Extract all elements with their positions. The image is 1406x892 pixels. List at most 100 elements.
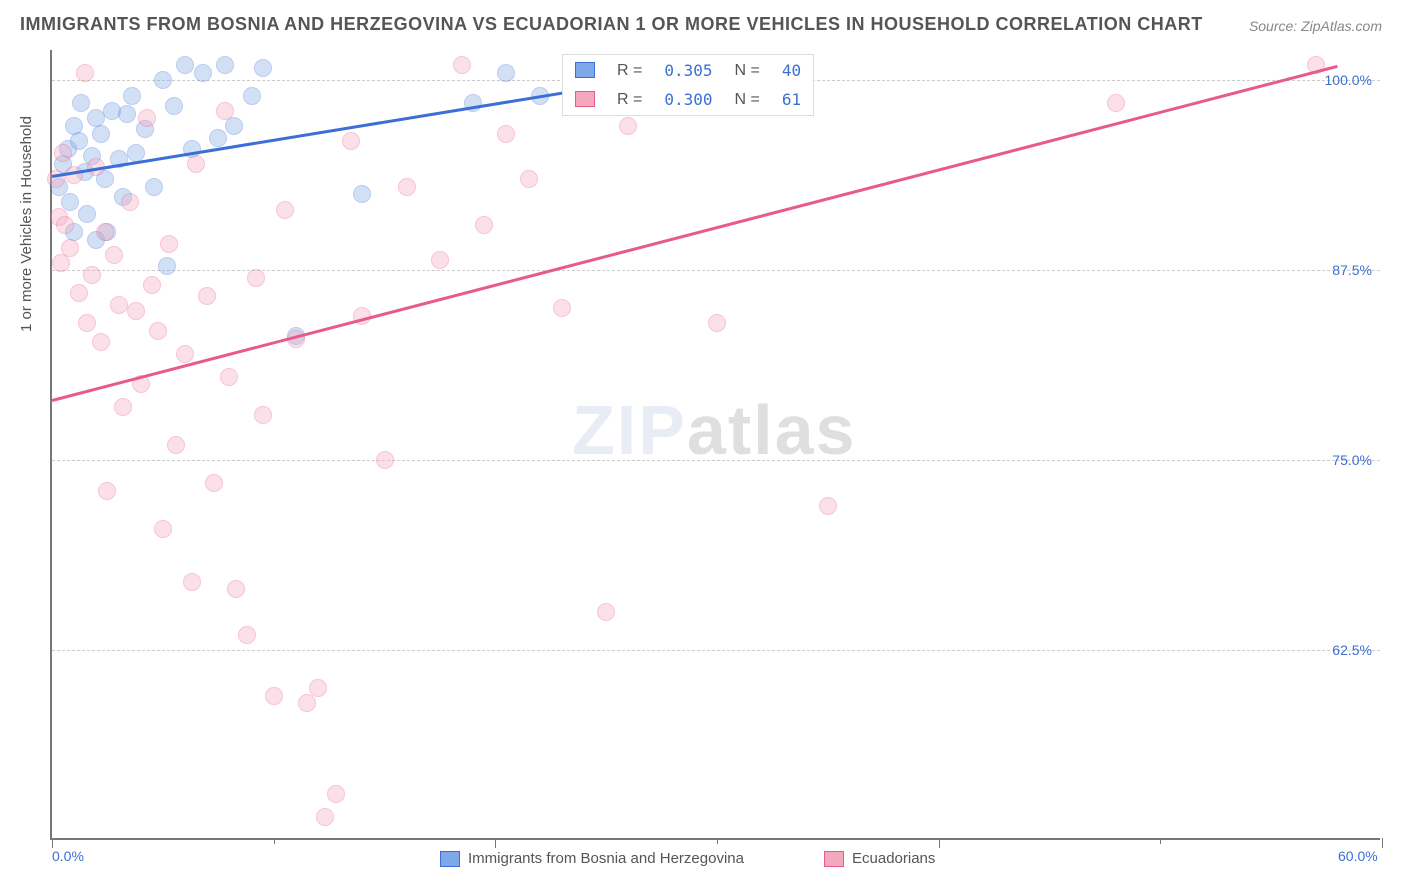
y-axis-title: 1 or more Vehicles in Household bbox=[18, 116, 35, 332]
scatter-point bbox=[819, 497, 837, 515]
scatter-point bbox=[160, 235, 178, 253]
scatter-point bbox=[72, 94, 90, 112]
source-label: Source: ZipAtlas.com bbox=[1249, 18, 1382, 34]
scatter-point bbox=[145, 178, 163, 196]
series-legend-item: Immigrants from Bosnia and Herzegovina bbox=[440, 850, 744, 867]
scatter-point bbox=[138, 109, 156, 127]
scatter-point bbox=[431, 251, 449, 269]
scatter-point bbox=[353, 185, 371, 203]
scatter-point bbox=[342, 132, 360, 150]
stats-legend: R =0.305N =40R =0.300N =61 bbox=[562, 54, 814, 116]
scatter-point bbox=[143, 276, 161, 294]
series-legend-item: Ecuadorians bbox=[824, 850, 935, 867]
scatter-point bbox=[205, 474, 223, 492]
scatter-point bbox=[238, 626, 256, 644]
watermark: ZIPatlas bbox=[572, 390, 856, 470]
scatter-point bbox=[183, 573, 201, 591]
legend-label: Immigrants from Bosnia and Herzegovina bbox=[468, 850, 744, 867]
n-value: 61 bbox=[772, 86, 811, 113]
scatter-point bbox=[398, 178, 416, 196]
scatter-point bbox=[92, 333, 110, 351]
y-tick-label: 62.5% bbox=[1332, 642, 1372, 658]
scatter-point bbox=[194, 64, 212, 82]
scatter-point bbox=[298, 694, 316, 712]
scatter-point bbox=[227, 580, 245, 598]
y-tick-label: 75.0% bbox=[1332, 452, 1372, 468]
scatter-point bbox=[70, 132, 88, 150]
scatter-point bbox=[316, 808, 334, 826]
scatter-point bbox=[54, 144, 72, 162]
x-tick-label: 0.0% bbox=[52, 848, 84, 864]
scatter-point bbox=[121, 193, 139, 211]
x-tick bbox=[939, 838, 940, 848]
scatter-point bbox=[154, 520, 172, 538]
scatter-point bbox=[61, 239, 79, 257]
scatter-point bbox=[61, 193, 79, 211]
scatter-point bbox=[309, 679, 327, 697]
scatter-point bbox=[597, 603, 615, 621]
r-value: 0.305 bbox=[654, 57, 722, 84]
scatter-point bbox=[165, 97, 183, 115]
legend-swatch bbox=[575, 62, 595, 78]
x-tick bbox=[495, 838, 496, 848]
scatter-point bbox=[225, 117, 243, 135]
scatter-point bbox=[123, 87, 141, 105]
scatter-point bbox=[158, 257, 176, 275]
scatter-point bbox=[154, 71, 172, 89]
scatter-point bbox=[110, 296, 128, 314]
gridline-h bbox=[52, 460, 1380, 461]
scatter-point bbox=[198, 287, 216, 305]
x-tick bbox=[1382, 838, 1383, 848]
scatter-point bbox=[254, 59, 272, 77]
chart-title: IMMIGRANTS FROM BOSNIA AND HERZEGOVINA V… bbox=[20, 14, 1203, 35]
scatter-point bbox=[78, 314, 96, 332]
stats-legend-row: R =0.305N =40 bbox=[565, 57, 811, 84]
x-minor-tick bbox=[1160, 838, 1161, 844]
scatter-plot: ZIPatlas 62.5%75.0%87.5%100.0%0.0%60.0%R… bbox=[50, 50, 1380, 840]
stats-legend-row: R =0.300N =61 bbox=[565, 86, 811, 113]
x-minor-tick bbox=[274, 838, 275, 844]
scatter-point bbox=[70, 284, 88, 302]
scatter-point bbox=[176, 345, 194, 363]
x-minor-tick bbox=[717, 838, 718, 844]
legend-swatch bbox=[824, 851, 844, 867]
scatter-point bbox=[78, 205, 96, 223]
scatter-point bbox=[254, 406, 272, 424]
scatter-point bbox=[149, 322, 167, 340]
scatter-point bbox=[708, 314, 726, 332]
scatter-point bbox=[127, 302, 145, 320]
scatter-point bbox=[1107, 94, 1125, 112]
scatter-point bbox=[376, 451, 394, 469]
x-tick-label: 60.0% bbox=[1338, 848, 1378, 864]
scatter-point bbox=[118, 105, 136, 123]
legend-label: Ecuadorians bbox=[852, 850, 935, 867]
scatter-point bbox=[247, 269, 265, 287]
x-tick bbox=[52, 838, 53, 848]
scatter-point bbox=[105, 246, 123, 264]
scatter-point bbox=[475, 216, 493, 234]
scatter-point bbox=[497, 125, 515, 143]
scatter-point bbox=[83, 266, 101, 284]
n-value: 40 bbox=[772, 57, 811, 84]
scatter-point bbox=[167, 436, 185, 454]
scatter-point bbox=[553, 299, 571, 317]
scatter-point bbox=[209, 129, 227, 147]
legend-swatch bbox=[575, 91, 595, 107]
scatter-point bbox=[619, 117, 637, 135]
scatter-point bbox=[453, 56, 471, 74]
scatter-point bbox=[176, 56, 194, 74]
scatter-point bbox=[92, 125, 110, 143]
r-value: 0.300 bbox=[654, 86, 722, 113]
y-tick-label: 100.0% bbox=[1325, 72, 1372, 88]
scatter-point bbox=[56, 216, 74, 234]
scatter-point bbox=[187, 155, 205, 173]
legend-swatch bbox=[440, 851, 460, 867]
scatter-point bbox=[216, 102, 234, 120]
scatter-point bbox=[220, 368, 238, 386]
scatter-point bbox=[243, 87, 261, 105]
gridline-h bbox=[52, 650, 1380, 651]
scatter-point bbox=[114, 398, 132, 416]
scatter-point bbox=[96, 223, 114, 241]
scatter-point bbox=[265, 687, 283, 705]
scatter-point bbox=[98, 482, 116, 500]
